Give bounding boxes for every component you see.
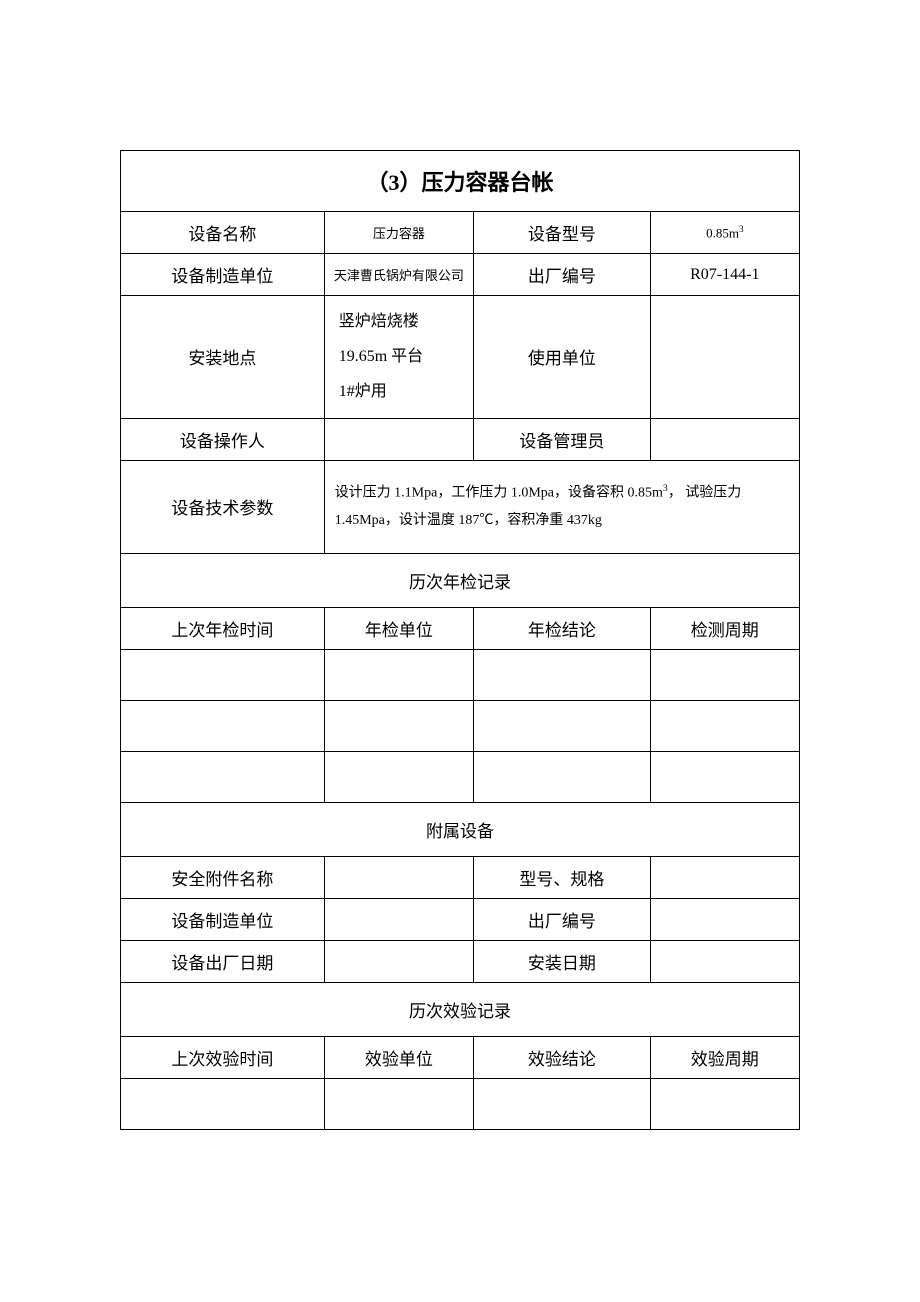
- document-page: （3）压力容器台帐 设备名称 压力容器 设备型号 0.85m3 设备制造单位 天…: [0, 0, 920, 1230]
- inspection-row-1: [121, 650, 800, 701]
- value-manager: [650, 418, 799, 460]
- value-install-location: 竖炉焙烧楼 19.65m 平台 1#炉用: [324, 296, 473, 419]
- label-operator: 设备操作人: [121, 418, 325, 460]
- col-inspection-unit: 年检单位: [324, 608, 473, 650]
- label-install-location: 安装地点: [121, 296, 325, 419]
- label-model-spec: 型号、规格: [474, 857, 651, 899]
- value-operator: [324, 418, 473, 460]
- col-inspection-cycle: 检测周期: [650, 608, 799, 650]
- label-device-model: 设备型号: [474, 212, 651, 254]
- ledger-table: （3）压力容器台帐 设备名称 压力容器 设备型号 0.85m3 设备制造单位 天…: [120, 150, 800, 1130]
- col-inspection-conclusion: 年检结论: [474, 608, 651, 650]
- inspection-row-3: [121, 752, 800, 803]
- label-manufacturer: 设备制造单位: [121, 254, 325, 296]
- value-manufacturer: 天津曹氏锅炉有限公司: [324, 254, 473, 296]
- value-install-date: [650, 941, 799, 983]
- col-verify-conclusion: 效验结论: [474, 1037, 651, 1079]
- value-serial-number: R07-144-1: [650, 254, 799, 296]
- label-attach-mfr: 设备制造单位: [121, 899, 325, 941]
- value-attach-sn: [650, 899, 799, 941]
- label-using-unit: 使用单位: [474, 296, 651, 419]
- label-factory-date: 设备出厂日期: [121, 941, 325, 983]
- col-last-inspection-time: 上次年检时间: [121, 608, 325, 650]
- attach-header: 附属设备: [121, 803, 800, 857]
- attach-row-3: 设备出厂日期 安装日期: [121, 941, 800, 983]
- col-verify-cycle: 效验周期: [650, 1037, 799, 1079]
- attach-row-1: 安全附件名称 型号、规格: [121, 857, 800, 899]
- verify-columns-row: 上次效验时间 效验单位 效验结论 效验周期: [121, 1037, 800, 1079]
- verify-header-row: 历次效验记录: [121, 983, 800, 1037]
- attach-row-2: 设备制造单位 出厂编号: [121, 899, 800, 941]
- label-install-date: 安装日期: [474, 941, 651, 983]
- inspection-row-2: [121, 701, 800, 752]
- label-serial-number: 出厂编号: [474, 254, 651, 296]
- value-tech-params: 设计压力 1.1Mpa，工作压力 1.0Mpa，设备容积 0.85m3， 试验压…: [324, 460, 799, 554]
- col-verify-unit: 效验单位: [324, 1037, 473, 1079]
- verify-header: 历次效验记录: [121, 983, 800, 1037]
- row-tech-params: 设备技术参数 设计压力 1.1Mpa，工作压力 1.0Mpa，设备容积 0.85…: [121, 460, 800, 554]
- table-title: （3）压力容器台帐: [121, 151, 800, 212]
- attach-header-row: 附属设备: [121, 803, 800, 857]
- col-last-verify-time: 上次效验时间: [121, 1037, 325, 1079]
- value-factory-date: [324, 941, 473, 983]
- value-model-spec: [650, 857, 799, 899]
- value-device-name: 压力容器: [324, 212, 473, 254]
- value-using-unit: [650, 296, 799, 419]
- row-install-location: 安装地点 竖炉焙烧楼 19.65m 平台 1#炉用 使用单位: [121, 296, 800, 419]
- value-device-model: 0.85m3: [650, 212, 799, 254]
- label-tech-params: 设备技术参数: [121, 460, 325, 554]
- value-attach-mfr: [324, 899, 473, 941]
- inspection-header: 历次年检记录: [121, 554, 800, 608]
- row-operator: 设备操作人 设备管理员: [121, 418, 800, 460]
- row-device-name: 设备名称 压力容器 设备型号 0.85m3: [121, 212, 800, 254]
- label-attach-sn: 出厂编号: [474, 899, 651, 941]
- row-manufacturer: 设备制造单位 天津曹氏锅炉有限公司 出厂编号 R07-144-1: [121, 254, 800, 296]
- label-device-name: 设备名称: [121, 212, 325, 254]
- label-manager: 设备管理员: [474, 418, 651, 460]
- verify-row-1: [121, 1079, 800, 1130]
- label-safety-part-name: 安全附件名称: [121, 857, 325, 899]
- inspection-header-row: 历次年检记录: [121, 554, 800, 608]
- inspection-columns-row: 上次年检时间 年检单位 年检结论 检测周期: [121, 608, 800, 650]
- value-safety-part-name: [324, 857, 473, 899]
- title-row: （3）压力容器台帐: [121, 151, 800, 212]
